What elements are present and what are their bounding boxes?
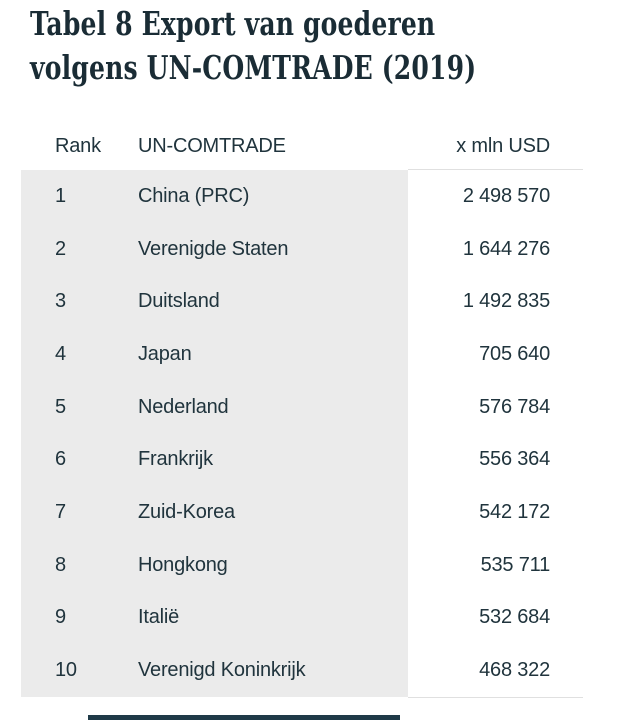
value-cell: 532 684: [408, 591, 583, 645]
country-cell: Nederland: [138, 380, 408, 434]
country-cell: Verenigd Koninkrijk: [138, 644, 408, 697]
rank-cell: 8: [21, 538, 138, 592]
table-row: 3 Duitsland 1 492 835: [21, 275, 583, 329]
country-cell: Japan: [138, 328, 408, 381]
rank-cell: 10: [21, 644, 138, 697]
rank-cell: 5: [21, 380, 138, 434]
rank-cell: 1: [21, 170, 138, 223]
value-cell: 576 784: [408, 380, 583, 434]
column-header-rank: Rank: [55, 134, 101, 157]
column-header-x-mln-usd: x mln USD: [456, 134, 550, 157]
table-row: 8 Hongkong 535 711: [21, 538, 583, 592]
title-line-1: Tabel 8 Export van goederen: [30, 4, 436, 43]
rank-cell: 9: [21, 591, 138, 645]
value-cell: 705 640: [408, 328, 583, 381]
value-cell: 2 498 570: [408, 170, 583, 223]
country-cell: China (PRC): [138, 170, 408, 223]
value-cell: 1 492 835: [408, 275, 583, 329]
rank-cell: 3: [21, 275, 138, 329]
value-cell: 535 711: [408, 538, 583, 592]
page-bottom-partial-element: [88, 715, 400, 720]
value-cell: 556 364: [408, 433, 583, 487]
table-row: 6 Frankrijk 556 364: [21, 433, 583, 487]
country-cell: Duitsland: [138, 275, 408, 329]
title-line-2: volgens UN-COMTRADE (2019): [30, 48, 477, 87]
table-row: 10 Verenigd Koninkrijk 468 322: [21, 644, 583, 697]
country-cell: Verenigde Staten: [138, 222, 408, 276]
value-column-top-border: [408, 169, 583, 170]
table-row: 1 China (PRC) 2 498 570: [21, 170, 583, 223]
table-title: Tabel 8 Export van goederen volgens UN-C…: [30, 2, 476, 90]
table-row: 5 Nederland 576 784: [21, 380, 583, 434]
table-row: 7 Zuid-Korea 542 172: [21, 486, 583, 539]
table-row: 4 Japan 705 640: [21, 328, 583, 381]
country-cell: Frankrijk: [138, 433, 408, 487]
table-header-row: Rank UN-COMTRADE x mln USD: [21, 122, 583, 170]
rank-cell: 6: [21, 433, 138, 487]
column-header-un-comtrade: UN-COMTRADE: [138, 134, 286, 157]
table-row: 2 Verenigde Staten 1 644 276: [21, 222, 583, 276]
country-cell: Italië: [138, 591, 408, 645]
rank-cell: 4: [21, 328, 138, 381]
country-cell: Zuid-Korea: [138, 486, 408, 539]
rank-cell: 7: [21, 486, 138, 539]
value-column-bottom-border: [408, 697, 583, 698]
country-cell: Hongkong: [138, 538, 408, 592]
table-row: 9 Italië 532 684: [21, 591, 583, 645]
value-cell: 542 172: [408, 486, 583, 539]
table-body: 1 China (PRC) 2 498 570 2 Verenigde Stat…: [21, 170, 583, 697]
rank-cell: 2: [21, 222, 138, 276]
value-cell: 1 644 276: [408, 222, 583, 276]
value-cell: 468 322: [408, 644, 583, 697]
